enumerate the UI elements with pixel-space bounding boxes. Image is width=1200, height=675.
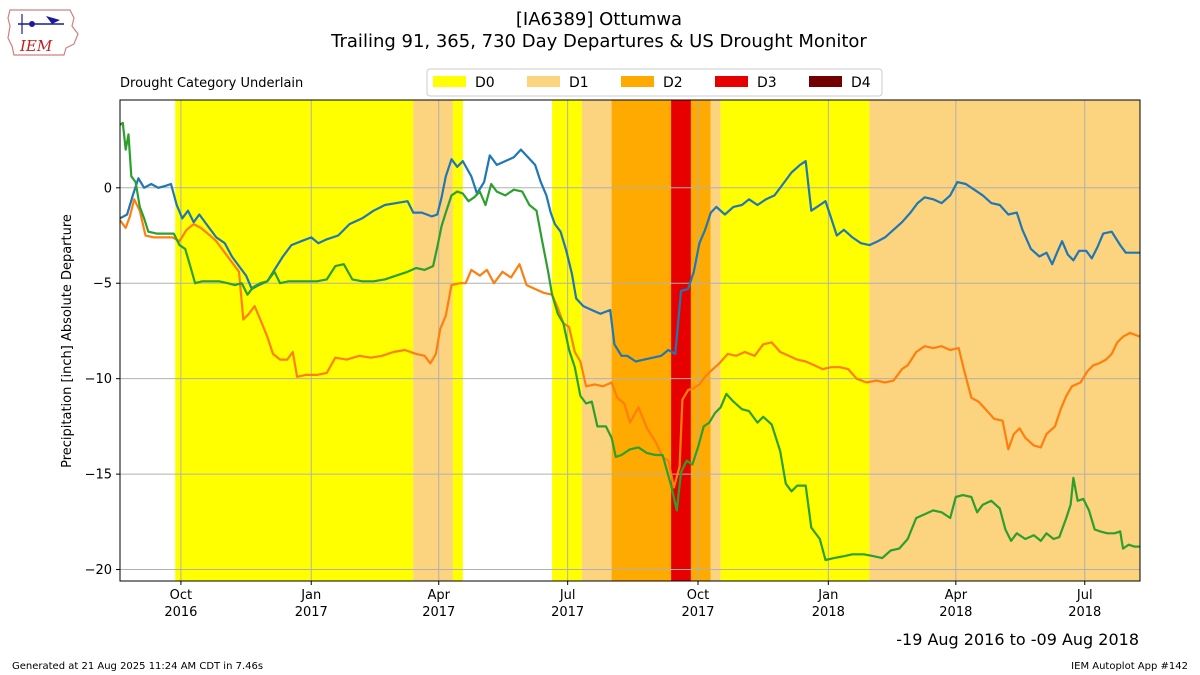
chart-title: [IA6389] Ottumwa xyxy=(516,9,682,30)
x-tick-year: 2017 xyxy=(551,605,584,620)
x-tick-year: 2018 xyxy=(1068,605,1101,620)
x-tick-month: Oct xyxy=(687,588,709,603)
x-tick-year: 2016 xyxy=(164,605,197,620)
drought-band-d1 xyxy=(710,100,721,581)
legend-swatch-d1 xyxy=(527,76,560,87)
x-tick-month: Apr xyxy=(428,588,451,603)
plot-area xyxy=(119,99,1141,582)
legend-swatch-d2 xyxy=(621,76,654,87)
y-tick-label: −10 xyxy=(85,372,112,387)
iem-logo: IEM xyxy=(7,9,79,56)
x-tick-month: Oct xyxy=(170,588,192,603)
chart-subtitle: Trailing 91, 365, 730 Day Departures & U… xyxy=(330,31,867,52)
x-tick-month: Jul xyxy=(1076,588,1093,603)
legend-label-d4: D4 xyxy=(851,75,871,91)
drought-legend: D0 D1 D2 D3 D4 xyxy=(426,68,883,97)
drought-band-d0 xyxy=(720,100,870,581)
x-tick-month: Jan xyxy=(817,588,838,603)
legend-label-d2: D2 xyxy=(663,75,683,91)
logo-text: IEM xyxy=(19,37,53,55)
date-range-label: -19 Aug 2016 to -09 Aug 2018 xyxy=(896,630,1139,649)
x-tick-month: Jan xyxy=(300,588,321,603)
drought-band-d2 xyxy=(611,100,672,581)
drought-band-d0 xyxy=(175,100,414,581)
drought-band-d1 xyxy=(869,100,1140,581)
series-line-2 xyxy=(119,198,1141,489)
drought-band-d1 xyxy=(581,100,612,581)
footer-generated: Generated at 21 Aug 2025 11:24 AM CDT in… xyxy=(12,661,263,672)
series-line-3 xyxy=(119,121,1140,562)
drought-band-d1 xyxy=(413,100,453,581)
series-lines xyxy=(119,121,1141,562)
drought-band-d3 xyxy=(671,100,691,581)
legend-swatch-d0 xyxy=(433,76,466,87)
y-tick-label: −20 xyxy=(85,563,112,578)
y-tick-label: −15 xyxy=(85,468,112,483)
series-line-1 xyxy=(119,148,1140,363)
legend-swatch-d4 xyxy=(809,76,842,87)
legend-box xyxy=(426,68,883,97)
iowa-state-outline xyxy=(7,9,79,56)
x-tick-year: 2017 xyxy=(295,605,328,620)
y-tick-label: 0 xyxy=(104,181,112,196)
axes: 0 −5 −10 −15 −20 Oct 2016 Jan 2017 Apr 2017 Jul 2017… xyxy=(85,181,1102,620)
x-tick-year: 2017 xyxy=(681,605,714,620)
drought-band-d2 xyxy=(690,100,711,581)
underlay-label: Drought Category Underlain xyxy=(120,76,303,91)
drought-bands xyxy=(175,100,1140,581)
x-tick-month: Jul xyxy=(559,588,576,603)
y-tick-label: −5 xyxy=(93,277,112,292)
grid-lines xyxy=(120,100,1140,581)
footer-app: IEM Autoplot App #142 xyxy=(1071,661,1188,672)
y-axis-label: Precipitation [inch] Absolute Departure xyxy=(60,214,75,468)
legend-label-d0: D0 xyxy=(475,75,495,91)
legend-swatch-d3 xyxy=(715,76,748,87)
legend-label-d1: D1 xyxy=(569,75,589,91)
x-tick-year: 2018 xyxy=(939,605,972,620)
x-tick-year: 2017 xyxy=(422,605,455,620)
plot-frame xyxy=(119,99,1141,582)
x-tick-year: 2018 xyxy=(812,605,845,620)
legend-label-d3: D3 xyxy=(757,75,777,91)
x-tick-month: Apr xyxy=(945,588,968,603)
drought-band-d0 xyxy=(452,100,463,581)
